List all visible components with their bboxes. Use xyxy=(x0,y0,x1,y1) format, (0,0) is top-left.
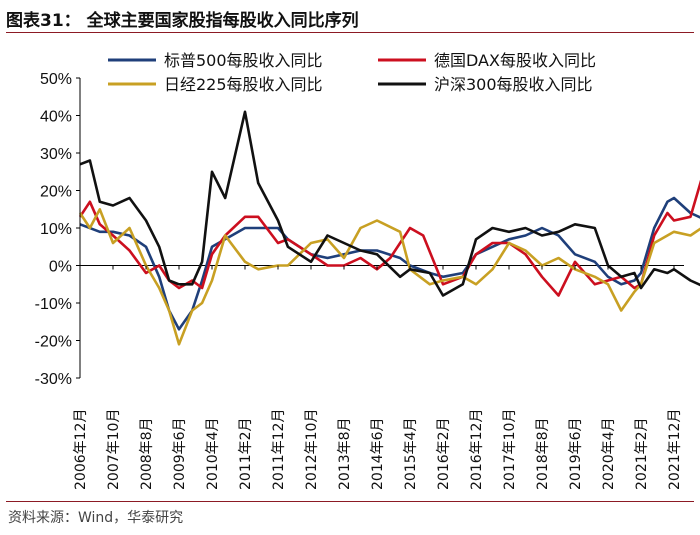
x-tick-label: 2021年2月 xyxy=(634,417,650,490)
y-tick-label: 50% xyxy=(40,71,72,88)
y-tick-label: -10% xyxy=(35,296,72,313)
x-tick-label: 2018年8月 xyxy=(535,417,551,490)
x-tick-label: 2020年4月 xyxy=(601,417,617,490)
series-line-2 xyxy=(78,208,700,346)
y-tick-label: 20% xyxy=(40,184,72,201)
x-tick-label: 2016年2月 xyxy=(436,417,452,490)
title-divider xyxy=(6,32,694,33)
y-tick-label: -20% xyxy=(35,334,72,351)
x-tick-label: 2021年12月 xyxy=(667,409,683,490)
y-tick-label: 30% xyxy=(40,146,72,163)
legend-label: 日经225每股收入同比 xyxy=(164,75,323,94)
x-tick-label: 2013年8月 xyxy=(337,417,353,490)
y-tick-label: 40% xyxy=(40,109,72,126)
x-tick-label: 2012年10月 xyxy=(304,409,320,490)
x-tick-label: 2019年6月 xyxy=(568,417,584,490)
y-tick-label: 0% xyxy=(49,259,72,276)
series-line-3 xyxy=(79,110,700,297)
x-tick-label: 2015年4月 xyxy=(403,417,419,490)
x-tick-label: 2011年2月 xyxy=(238,417,254,490)
x-tick-label: 2007年10月 xyxy=(106,409,122,490)
x-tick-label: 2016年12月 xyxy=(469,409,485,490)
legend-label: 标普500每股收入同比 xyxy=(164,51,323,70)
x-tick-label: 2006年12月 xyxy=(73,409,89,490)
x-tick-label: 2010年4月 xyxy=(205,417,221,490)
y-tick-label: -30% xyxy=(35,371,72,388)
source-divider xyxy=(6,501,694,502)
x-tick-label: 2011年12月 xyxy=(271,409,287,490)
figure-title: 图表31： 全球主要国家股指每股收入同比序列 xyxy=(6,11,359,31)
source-note: 资料来源：Wind，华泰研究 xyxy=(8,510,184,526)
x-tick-label: 2017年10月 xyxy=(502,409,518,490)
legend-label: 沪深300每股收入同比 xyxy=(434,75,593,94)
x-tick-label: 2014年6月 xyxy=(370,417,386,490)
legend-label: 德国DAX每股收入同比 xyxy=(434,51,596,70)
x-tick-label: 2008年8月 xyxy=(139,417,155,490)
x-tick-label: 2009年6月 xyxy=(172,417,188,490)
y-tick-label: 10% xyxy=(40,221,72,238)
